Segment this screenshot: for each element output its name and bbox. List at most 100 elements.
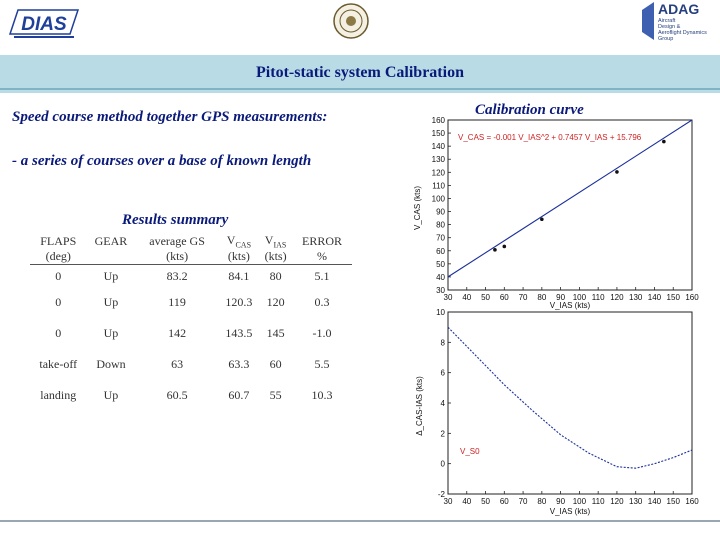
- y-tick-label: -2: [438, 490, 446, 499]
- data-point: [615, 170, 619, 174]
- title-band: [0, 55, 720, 93]
- y-tick-label: 120: [432, 168, 446, 177]
- x-tick-label: 80: [537, 497, 546, 506]
- adag-logo-line-1: Aircraft: [658, 18, 676, 24]
- data-point: [540, 217, 544, 222]
- table-cell: 60.5: [166, 388, 188, 403]
- x-tick-label: 40: [462, 293, 471, 302]
- series-line: [447, 326, 693, 469]
- x-tick-label: 30: [444, 293, 453, 302]
- table-cell: 63: [171, 357, 184, 372]
- equation-label: V_CAS = -0.001 V_IAS^2 + 0.7457 V_IAS + …: [458, 133, 642, 142]
- x-tick-label: 50: [481, 497, 490, 506]
- table-cell: 10.3: [311, 388, 333, 403]
- table-cell: Up: [103, 326, 119, 341]
- calibration-chart: 30 40 50 60 70 80 90 100 110 120 130 140 150 160 30 40 5…: [413, 116, 699, 310]
- table-cell: 80: [269, 268, 282, 283]
- table-row: 0 Up 83.2 84.1 80 5.1: [30, 265, 352, 288]
- table-cell: 5.5: [314, 357, 330, 372]
- series-group: [447, 119, 693, 278]
- table-cell: 120: [266, 295, 285, 310]
- bottom-divider: [0, 520, 720, 522]
- table-row: 0 Up 142 143.5 145 -1.0: [30, 318, 352, 349]
- y-tick-label: 110: [432, 181, 445, 190]
- table-cell: 83.2: [166, 268, 188, 283]
- column-header: average GS: [149, 233, 205, 248]
- y-tick-label: 70: [436, 234, 445, 243]
- data-point: [502, 244, 507, 249]
- x-tick-label: 50: [481, 293, 490, 302]
- y-axis-label: Δ_CAS-IAS (kts): [415, 376, 424, 436]
- x-tick-label: 70: [519, 293, 528, 302]
- plot-area: [447, 119, 693, 291]
- y-tick-label: 90: [436, 208, 445, 217]
- bullet-item: - a series of courses over a base of kno…: [12, 153, 312, 169]
- column-unit: [86, 249, 136, 266]
- x-tick-label: 60: [500, 497, 509, 506]
- table-cell: 0: [55, 295, 62, 310]
- x-tick-label: 120: [610, 293, 624, 302]
- x-tick-label: 150: [667, 293, 681, 302]
- x-tick-label: 140: [648, 497, 662, 506]
- results-title: Results summary: [122, 212, 229, 228]
- y-tick-label: 160: [432, 116, 446, 125]
- x-tick-label: 100: [573, 497, 587, 506]
- x-tick-label: 130: [629, 293, 643, 302]
- x-tick-label: 110: [592, 497, 605, 506]
- y-tick-label: 40: [436, 273, 445, 282]
- table-cell: Up: [103, 388, 119, 403]
- x-tick-label: 140: [648, 293, 662, 302]
- column-unit: (kts): [135, 249, 219, 266]
- x-tick-label: 110: [592, 293, 605, 302]
- page-title: Pitot-static system Calibration: [256, 64, 464, 81]
- results-table: FLAPS GEAR average GS VCAS VIAS ERROR (d…: [30, 233, 352, 411]
- error-chart: 30 40 50 60 70 80 90 100 110 120 130 140 150 160 -2 0 2 4…: [415, 308, 699, 516]
- x-tick-label: 130: [629, 497, 643, 506]
- table-cell: 0: [55, 326, 62, 341]
- column-unit: %: [292, 249, 352, 266]
- table-row: take-off Down 63 63.3 60 5.5: [30, 349, 352, 380]
- x-tick-label: 120: [610, 497, 624, 506]
- x-axis-label: V_IAS (kts): [550, 301, 591, 310]
- table-cell: landing: [40, 388, 77, 403]
- x-tick-label: 160: [685, 293, 699, 302]
- university-seal-logo: [333, 3, 369, 39]
- y-tick-label: 50: [436, 260, 445, 269]
- table-cell: 119: [168, 295, 186, 310]
- vs0-annotation: V_S0: [460, 447, 480, 456]
- table-units-row: (deg) (kts) (kts) (kts) %: [30, 249, 352, 266]
- table-row: 0 Up 119 120.3 120 0.3: [30, 287, 352, 318]
- y-tick-label: 0: [441, 460, 446, 469]
- table-cell: 63.3: [228, 357, 250, 372]
- calibration-curve-title: Calibration curve: [475, 102, 584, 118]
- y-tick-label: 4: [441, 399, 446, 408]
- table-cell: 60.7: [228, 388, 250, 403]
- y-tick-label: 60: [436, 247, 445, 256]
- y-tick-label: 30: [436, 286, 445, 295]
- table-cell: 55: [269, 388, 282, 403]
- plot-area: [447, 311, 693, 495]
- table-cell: 143.5: [225, 326, 253, 341]
- column-unit: (kts): [218, 249, 260, 266]
- y-tick-label: 2: [441, 429, 446, 438]
- column-header: VIAS: [264, 233, 287, 250]
- x-tick-label: 160: [685, 497, 699, 506]
- adag-emblem-icon: ADAG Aircraft Design & Aeroflight Dynami…: [642, 1, 707, 42]
- series-group: [447, 326, 693, 469]
- x-tick-label: 60: [500, 293, 509, 302]
- y-tick-label: 8: [441, 338, 446, 347]
- column-unit: (kts): [259, 249, 293, 266]
- y-tick-label: 10: [436, 308, 445, 317]
- table-cell: take-off: [39, 357, 78, 372]
- data-point: [493, 248, 497, 252]
- adag-logo: ADAG Aircraft Design & Aeroflight Dynami…: [640, 0, 720, 42]
- x-tick-label: 80: [537, 293, 546, 302]
- table-cell: Down: [96, 357, 126, 372]
- x-tick-label: 90: [556, 293, 565, 302]
- x-tick-label: 40: [462, 497, 471, 506]
- y-tick-label: 6: [441, 369, 446, 378]
- x-tick-label: 30: [444, 497, 453, 506]
- y-tick-label: 130: [432, 155, 446, 164]
- table-cell: 142: [168, 326, 187, 341]
- y-tick-label: 150: [432, 129, 446, 138]
